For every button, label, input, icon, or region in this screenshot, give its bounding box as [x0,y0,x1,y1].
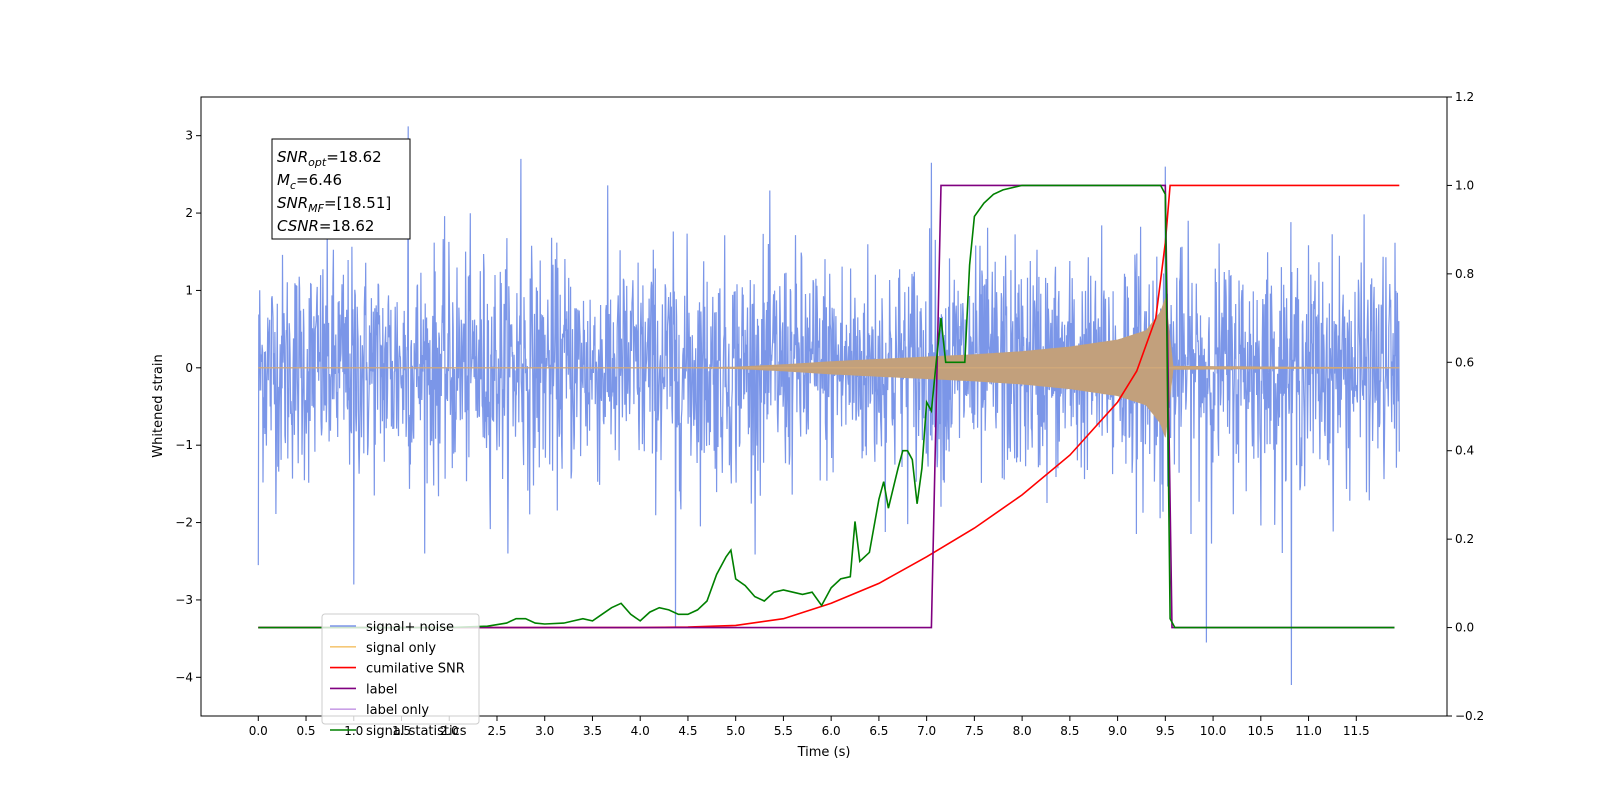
y-right-tick-label: 1.2 [1455,90,1474,104]
info-box-line: SNRMF=[18.51] [277,194,391,215]
x-tick-label: 8.5 [1060,724,1079,738]
y-right-tick-label: 0.8 [1455,267,1474,281]
info-box-line: SNRopt=18.62 [277,148,382,169]
legend: signal+ noise signal only cumilative SNR la… [321,613,480,739]
x-tick-label: 9.5 [1156,724,1175,738]
x-tick-label: 10.0 [1200,724,1227,738]
y-right-tick-label: 0.6 [1455,355,1474,369]
x-tick-label: 7.5 [965,724,984,738]
y-tick-label: 3 [185,129,193,143]
x-tick-label: 3.5 [583,724,602,738]
x-tick-label: 1.5 [392,724,411,738]
info-box-line: Mc=6.46 [277,171,342,192]
y-ticks: 3 2 1 0 −1 −2 −3 −4 [175,129,201,684]
y-tick-label: 0 [185,361,193,375]
x-tick-label: 8.0 [1013,724,1032,738]
series-cumilative-snr-line [258,184,1400,629]
y-right-tick-label: 0.2 [1455,532,1474,546]
x-tick-label: 1.0 [344,724,363,738]
x-tick-label: 2.5 [487,724,506,738]
plot-area [257,126,1400,686]
legend-label: signal only [366,641,436,656]
legend-label: signal+ noise [366,620,454,635]
y-right-tick-label: 0.0 [1455,621,1474,635]
x-tick-label: 5.5 [774,724,793,738]
x-ticks: 0.0 0.5 1.0 1.5 2.0 2.5 3.0 3.5 4.0 4.5 5.0 5.5 6.0 6… [249,716,1370,738]
x-tick-label: 9.0 [1108,724,1127,738]
x-tick-label: 10.5 [1247,724,1274,738]
legend-frame [321,613,480,725]
x-tick-label: 2.0 [440,724,459,738]
x-tick-label: 3.0 [535,724,554,738]
x-tick-label: 6.0 [822,724,841,738]
y-tick-label: −2 [175,516,193,530]
info-box-frame [271,138,411,240]
y-right-tick-label: 0.4 [1455,444,1474,458]
y-ticks-right: 1.2 1.0 0.8 0.6 0.4 0.2 0.0 −0.2 [1447,90,1484,723]
legend-label: label [366,682,397,697]
y-tick-label: −1 [175,438,193,452]
x-tick-label: 4.5 [678,724,697,738]
series-signal-noise-line [257,126,1400,686]
x-tick-label: 5.0 [726,724,745,738]
y-tick-label: −3 [175,593,193,607]
x-tick-label: 0.5 [296,724,315,738]
x-tick-label: 7.0 [917,724,936,738]
y-tick-label: 1 [185,283,193,297]
y-right-tick-label: 1.0 [1455,178,1474,192]
y-tick-label: −4 [175,670,193,684]
y-tick-label: 2 [185,206,193,220]
x-tick-label: 11.0 [1295,724,1322,738]
legend-label: cumilative SNR [366,662,465,677]
x-tick-label: 6.5 [869,724,888,738]
y-right-tick-label: −0.2 [1455,709,1484,723]
plot-frame [200,96,1448,717]
x-tick-label: 0.0 [249,724,268,738]
x-axis-label: Time (s) [797,745,851,760]
info-box-line: CSNR=18.62 [277,217,374,235]
series-signal-statistics-line [258,184,1395,629]
legend-label: signal statistics [366,724,467,739]
x-tick-label: 11.5 [1343,724,1370,738]
y-axis-label: Whitened strain [151,354,166,457]
legend-label: label only [366,703,429,718]
x-tick-label: 4.0 [631,724,650,738]
